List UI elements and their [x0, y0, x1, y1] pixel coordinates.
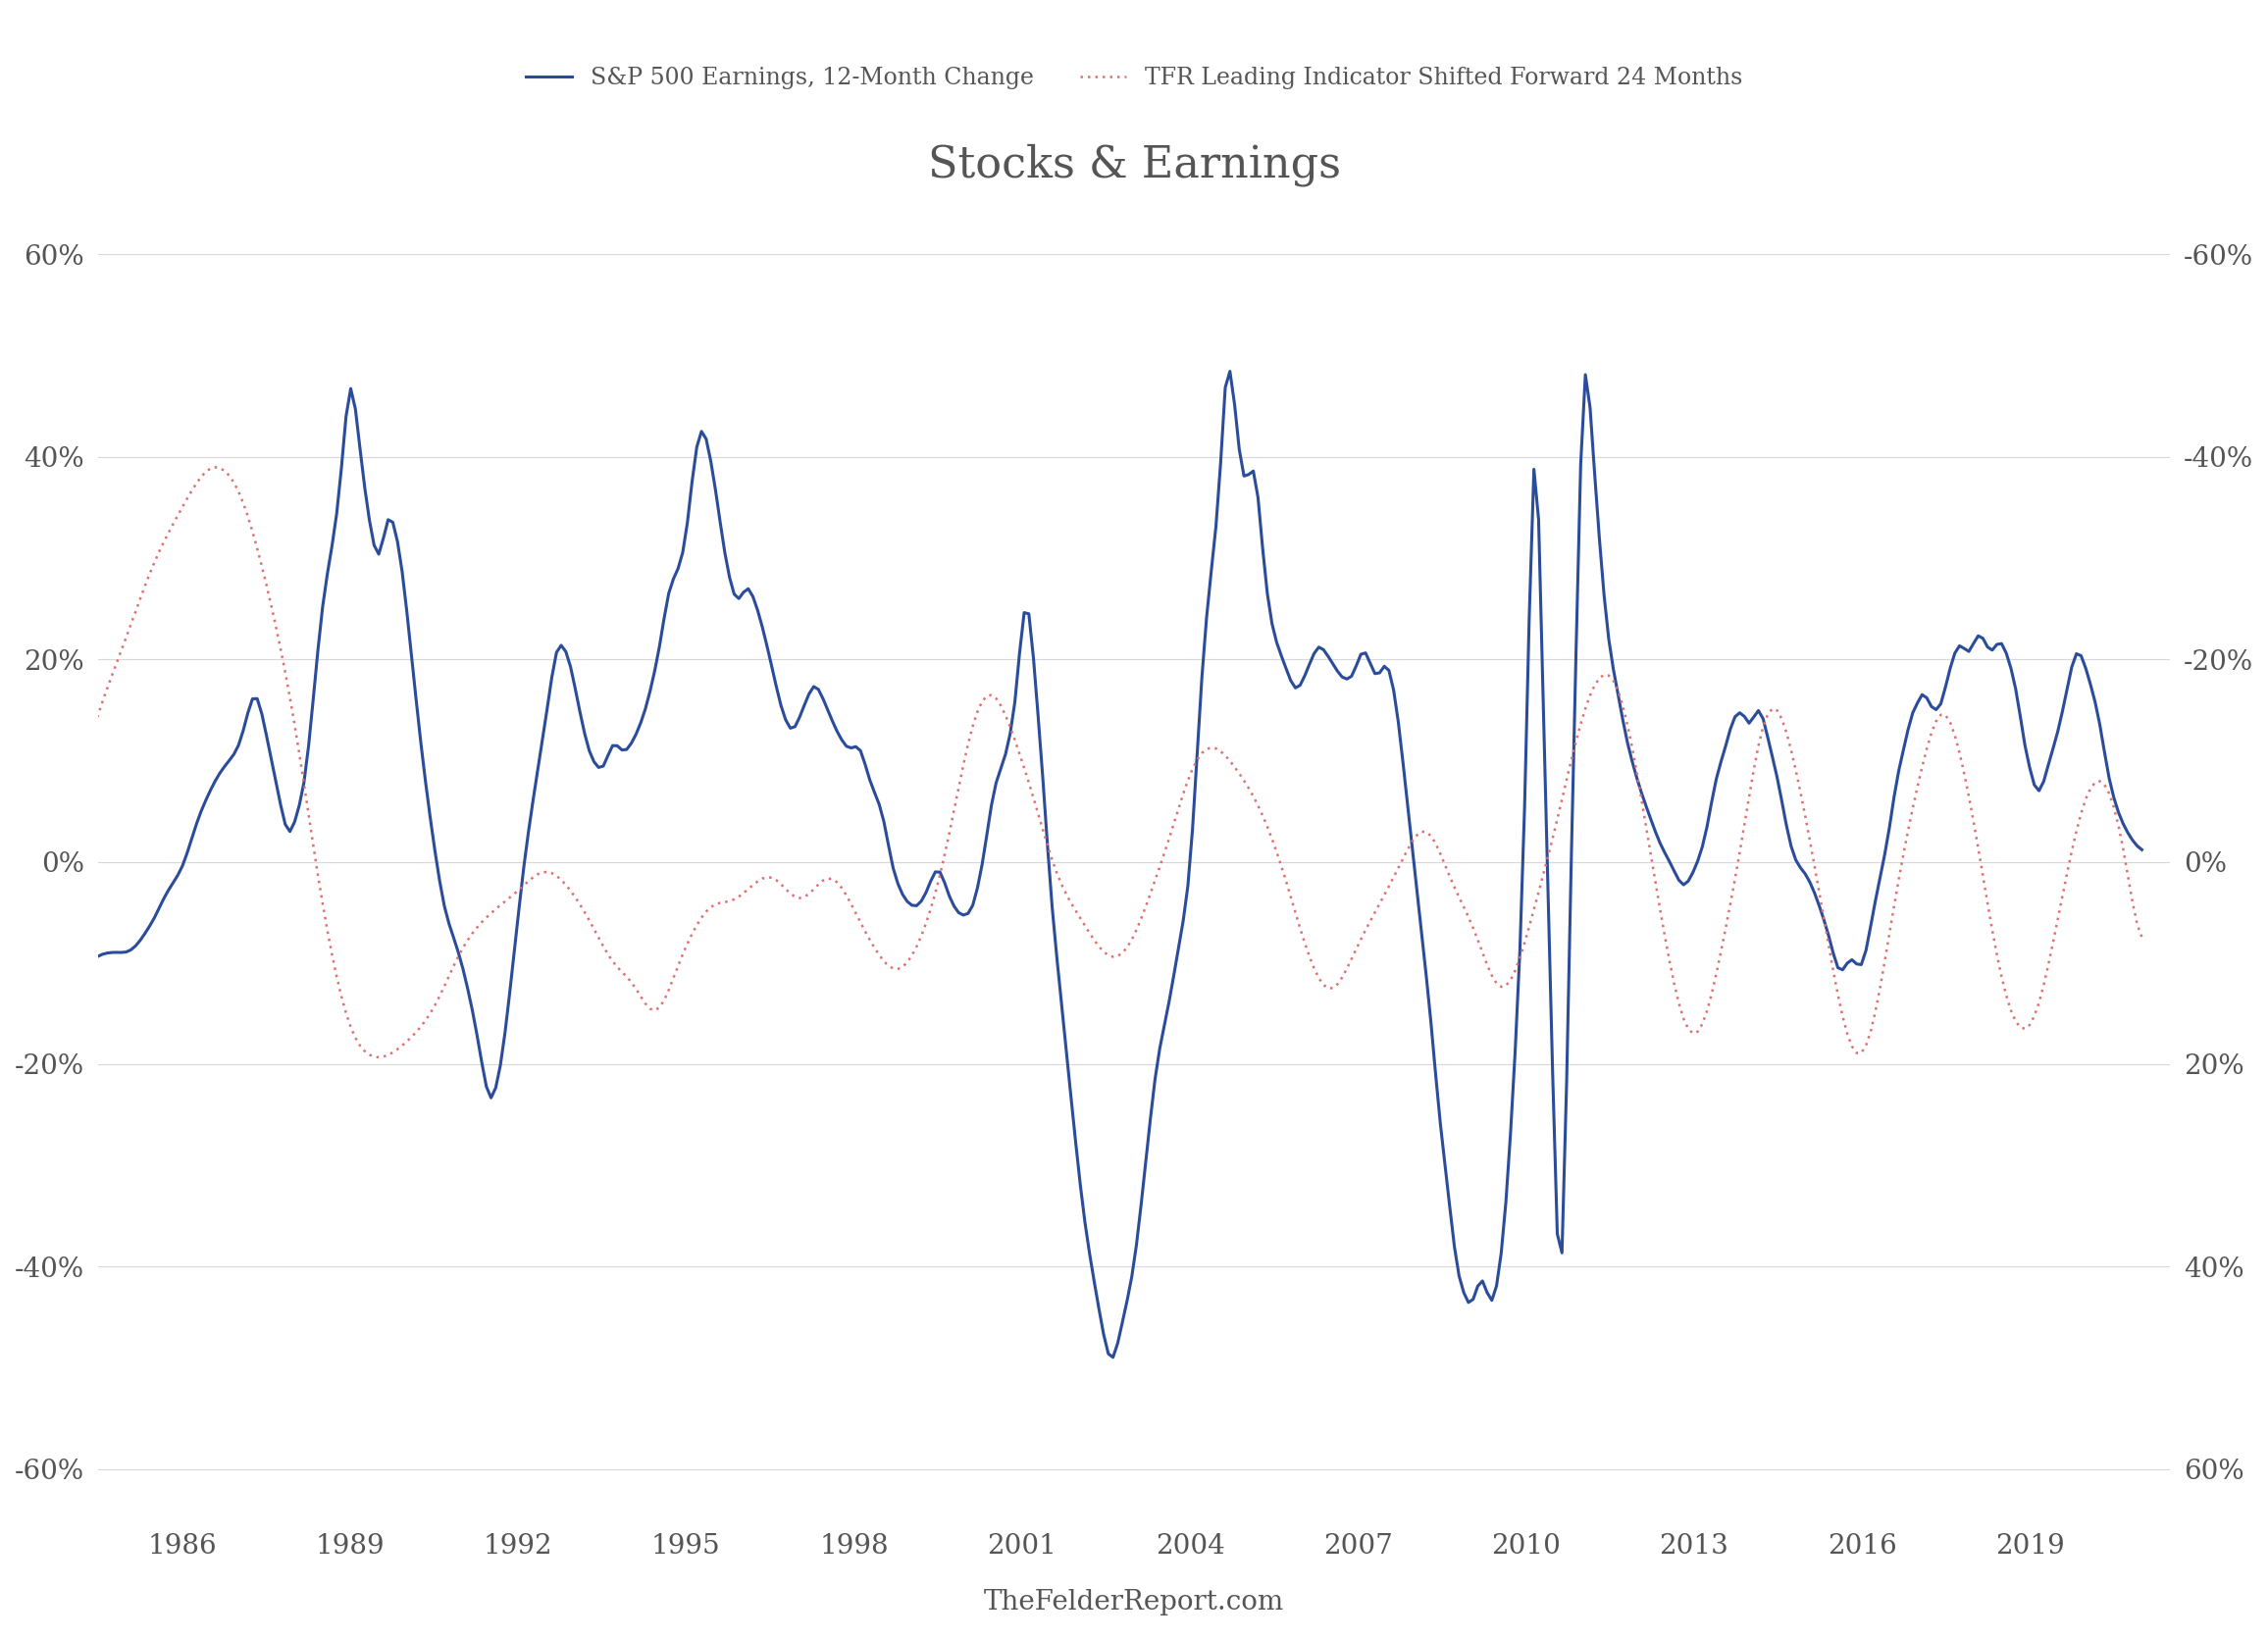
Legend: S&P 500 Earnings, 12-Month Change, TFR Leading Indicator Shifted Forward 24 Mont: S&P 500 Earnings, 12-Month Change, TFR L…	[517, 57, 1751, 98]
TFR Leading Indicator Shifted Forward 24 Months	[365, 1048, 392, 1068]
S&P 500 Earnings, 12-Month Change	[721, 584, 748, 604]
TFR Leading Indicator Shifted Forward 24 Months	[758, 868, 785, 887]
TFR Leading Indicator Shifted Forward 24 Months	[2127, 927, 2155, 946]
S&P 500 Earnings, 12-Month Change	[88, 945, 116, 964]
S&P 500 Earnings, 12-Month Change	[748, 617, 776, 636]
S&P 500 Earnings, 12-Month Change	[782, 717, 810, 736]
S&P 500 Earnings, 12-Month Change	[57, 966, 84, 986]
TFR Leading Indicator Shifted Forward 24 Months	[730, 884, 758, 904]
TFR Leading Indicator Shifted Forward 24 Months	[810, 871, 837, 891]
S&P 500 Earnings, 12-Month Change	[801, 677, 828, 697]
TFR Leading Indicator Shifted Forward 24 Months	[202, 458, 229, 477]
TFR Leading Indicator Shifted Forward 24 Months	[88, 690, 116, 710]
S&P 500 Earnings, 12-Month Change	[1100, 1348, 1127, 1368]
Title: Stocks & Earnings: Stocks & Earnings	[928, 143, 1340, 185]
Line: S&P 500 Earnings, 12-Month Change: S&P 500 Earnings, 12-Month Change	[70, 371, 2141, 1358]
TFR Leading Indicator Shifted Forward 24 Months	[1229, 771, 1256, 790]
S&P 500 Earnings, 12-Month Change	[2127, 840, 2155, 859]
Text: TheFelderReport.com: TheFelderReport.com	[984, 1589, 1284, 1615]
S&P 500 Earnings, 12-Month Change	[1229, 466, 1256, 485]
S&P 500 Earnings, 12-Month Change	[1216, 361, 1243, 380]
TFR Leading Indicator Shifted Forward 24 Months	[792, 887, 819, 907]
TFR Leading Indicator Shifted Forward 24 Months	[57, 776, 84, 795]
Line: TFR Leading Indicator Shifted Forward 24 Months: TFR Leading Indicator Shifted Forward 24…	[70, 467, 2141, 1058]
